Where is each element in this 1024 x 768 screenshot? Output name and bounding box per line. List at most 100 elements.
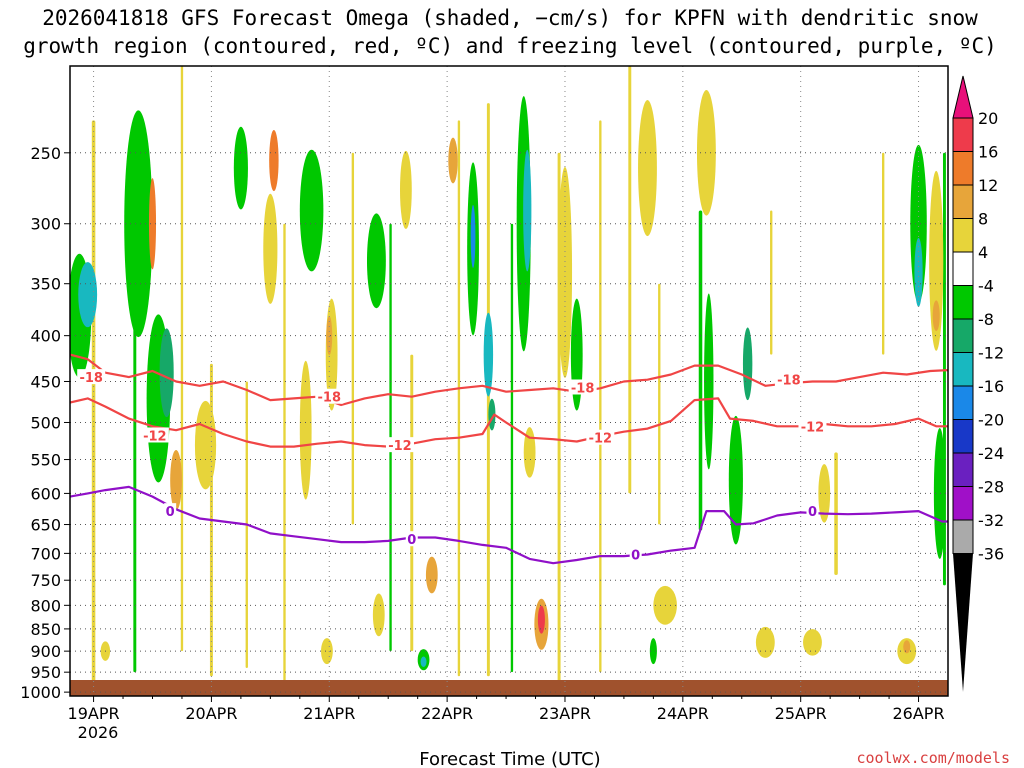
y-tick-label-750: 750 <box>30 571 61 590</box>
contour-label-0-2: 0 <box>631 548 640 563</box>
contour-label-bg--18-0 <box>77 369 106 385</box>
contour-label--18-3: -18 <box>777 374 801 389</box>
omega-streak-1 <box>133 283 137 673</box>
y-tick-label-950: 950 <box>30 663 61 682</box>
omega-streak-17 <box>770 210 773 355</box>
y-axis-pressure: 250 300 350 400 450 500 550 600 650 700 750 800 850 9… <box>20 144 70 702</box>
contour-lines: -18 -18 -18 -18 -12 -12 -12 -12 0 0 0 0 <box>70 353 948 565</box>
colorbar-swatch-3 <box>952 218 974 253</box>
contour-label--18-1: -18 <box>318 391 342 406</box>
omega-streak-5 <box>283 223 286 685</box>
omega-streak-6 <box>351 152 355 525</box>
colorbar-label-6: -8 <box>978 310 994 329</box>
contour-label--12-3: -12 <box>801 420 825 435</box>
omega-blob-12 <box>299 149 324 272</box>
omega-blob-25 <box>470 205 476 268</box>
omega-blob-50 <box>932 300 940 332</box>
y-tick-label-650: 650 <box>30 516 61 535</box>
omega-blob-47 <box>910 144 927 303</box>
x-tick-label-22apr: 22APR <box>421 704 473 723</box>
colorbar-swatch-1 <box>952 151 974 186</box>
omega-blob-10 <box>269 129 279 192</box>
omega-blob-30 <box>523 427 536 478</box>
colorbar-label-11: -28 <box>978 478 1004 497</box>
colorbar-swatch-10 <box>952 452 974 487</box>
omega-blob-18 <box>372 593 385 637</box>
omega-blob-1 <box>78 262 98 328</box>
omega-blob-23 <box>448 137 458 184</box>
contour-label-bg-0-2 <box>629 546 642 562</box>
omega-blob-39 <box>704 293 714 470</box>
omega-streak-15 <box>658 283 661 525</box>
colorbar-label-10: -24 <box>978 444 1004 463</box>
y-tick-label-1000: 1000 <box>20 683 61 702</box>
omega-blob-6 <box>170 449 182 511</box>
y-tick-label-450: 450 <box>30 372 61 391</box>
omega-blob-16 <box>321 638 333 665</box>
omega-blob-46 <box>903 640 911 654</box>
contour-label--18-2: -18 <box>571 381 595 396</box>
omega-streak-19 <box>882 152 885 355</box>
omega-blob-13 <box>299 360 312 500</box>
omega-blob-49 <box>929 170 944 351</box>
omega-streak-13 <box>599 120 602 673</box>
x-tick-label-24apr: 24APR <box>657 704 709 723</box>
credit-text: coolwx.com/models <box>856 749 1010 767</box>
contour-label-bg--18-3 <box>774 371 803 387</box>
contour-label-0-0: 0 <box>166 505 175 520</box>
omega-streak-9 <box>457 120 461 677</box>
x-tick-label-19apr: 19APR <box>68 704 120 723</box>
omega-blob-4 <box>159 328 174 418</box>
contour-label-bg--12-0 <box>140 427 169 443</box>
colorbar-label-12: -32 <box>978 511 1004 530</box>
omega-streak-8 <box>410 354 414 652</box>
omega-blob-40 <box>728 415 743 545</box>
contour-label-0-1: 0 <box>407 533 416 548</box>
colorbar-label-1: 16 <box>978 143 998 162</box>
y-tick-label-400: 400 <box>30 327 61 346</box>
y-tick-label-850: 850 <box>30 620 61 639</box>
omega-blob-36 <box>649 638 657 665</box>
omega-blob-38 <box>696 90 716 216</box>
ground-surface-band <box>70 680 948 696</box>
y-tick-label-900: 900 <box>30 642 61 661</box>
contour-label-bg--18-2 <box>568 379 597 395</box>
colorbar-bottom-arrow <box>953 553 973 692</box>
x-tick-label-21apr: 21APR <box>303 704 355 723</box>
colorbar-label-3: 8 <box>978 210 988 229</box>
omega-blob-51 <box>933 427 946 559</box>
omega-blob-15 <box>326 316 333 356</box>
contour-label-bg--12-1 <box>385 437 414 453</box>
omega-shading-layer <box>70 66 946 685</box>
omega-blob-17 <box>366 213 386 309</box>
omega-blob-20 <box>399 150 412 229</box>
colorbar-label-5: -4 <box>978 277 994 296</box>
x-tick-label-26apr: 26APR <box>892 704 944 723</box>
colorbar-swatch-0 <box>952 117 974 152</box>
omega-blob-33 <box>557 166 573 378</box>
omega-blob-26 <box>483 312 494 397</box>
colorbar-swatch-5 <box>952 285 974 320</box>
omega-blob-32 <box>537 605 545 634</box>
omega-blob-11 <box>263 193 278 304</box>
colorbar-label-8: -16 <box>978 377 1004 396</box>
omega-blob-22 <box>420 656 427 668</box>
contour-label-0-3: 0 <box>808 505 817 520</box>
colorbar-swatch-4 <box>952 251 974 286</box>
colorbar-label-2: 12 <box>978 176 998 195</box>
chart-title-line-1: 2026041818 GFS Forecast Omega (shaded, −… <box>42 6 978 30</box>
colorbar-swatch-7 <box>952 352 974 387</box>
colorbar-label-0: 20 <box>978 109 998 128</box>
colorbar-label-4: 4 <box>978 243 988 262</box>
chart-title-line-2: growth region (contoured, red, ºC) and f… <box>23 34 997 58</box>
omega-blob-48 <box>914 238 923 307</box>
omega-streak-14 <box>628 66 632 494</box>
x-tick-label-23apr: 23APR <box>539 704 591 723</box>
omega-blob-43 <box>818 464 831 523</box>
y-tick-label-800: 800 <box>30 596 61 615</box>
x-tick-label-20apr: 20APR <box>185 704 237 723</box>
contour-label--12-2: -12 <box>589 432 613 447</box>
y-tick-label-550: 550 <box>30 451 61 470</box>
contour-label--18-0: -18 <box>79 371 103 386</box>
